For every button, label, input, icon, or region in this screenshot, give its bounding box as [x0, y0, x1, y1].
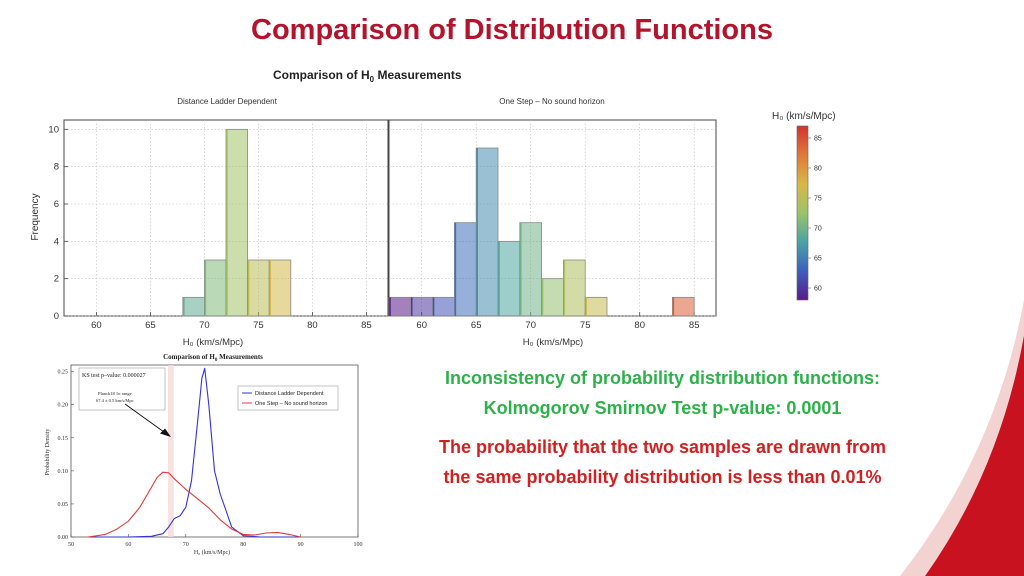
histogram-bar [475, 147, 499, 317]
histogram-bar [410, 296, 433, 317]
y-tick-label: 8 [54, 162, 59, 173]
colorbar-tick-label: 70 [814, 226, 822, 233]
x-tick-label: 85 [689, 320, 700, 331]
histogram-bar [563, 259, 586, 317]
x-tick-label: 70 [525, 320, 536, 331]
histogram-title: Comparison of H0 Measurements [273, 68, 462, 84]
density-figure: Comparison of H0 Measurements Probabilit… [45, 353, 363, 556]
slide-title: Comparison of Distribution Functions [251, 14, 773, 46]
ks-inconsistency-text: Inconsistency of probability distributio… [444, 368, 880, 388]
density-y-tick-label: 0.05 [58, 502, 69, 508]
histogram-panel-left: 60 65 70 75 80 85 0 2 4 6 8 10 [48, 119, 389, 331]
density-title: Comparison of H0 Measurements [163, 353, 263, 363]
colorbar: H₀ (km/s/Mpc) 60 65 70 75 80 85 [772, 111, 836, 301]
probability-text-1: The probability that the two samples are… [438, 437, 887, 457]
colorbar-tick-label: 65 [814, 256, 822, 263]
histogram-y-label: Frequency [30, 193, 41, 240]
x-tick-label: 80 [307, 320, 318, 331]
x-tick-label: 60 [91, 320, 102, 331]
colorbar-tick-label: 80 [814, 166, 822, 173]
density-x-tick-label: 60 [125, 542, 131, 548]
density-y-tick-label: 0.25 [58, 370, 69, 376]
density-x-tick-label: 70 [183, 542, 189, 548]
density-x-tick-label: 90 [298, 542, 304, 548]
x-tick-label: 80 [634, 320, 645, 331]
x-tick-label: 65 [145, 320, 156, 331]
density-curve [88, 471, 301, 538]
x-tick-label: 70 [199, 320, 210, 331]
y-tick-label: 4 [54, 236, 59, 247]
density-legend [237, 385, 339, 411]
histogram-panel-right: 60 65 70 75 80 85 [388, 119, 717, 331]
legend-label: One Step – No sound horizon [255, 401, 327, 407]
y-tick-label: 6 [54, 199, 59, 210]
colorbar-ramp [796, 125, 809, 301]
probability-text-2: the same probability distribution is les… [443, 467, 882, 487]
histogram-bar [672, 296, 695, 317]
x-tick-label: 65 [471, 320, 482, 331]
histogram-bar [453, 222, 477, 317]
y-tick-label: 0 [54, 311, 59, 322]
ks-pvalue-text: Kolmogorov Smirnov Test p-value: 0.0001 [483, 398, 842, 418]
density-y-tick-label: 0.00 [58, 535, 69, 541]
annotation-arrowhead [160, 428, 171, 437]
panel-title-right: One Step – No sound horizon [499, 97, 604, 106]
density-y-tick-label: 0.20 [58, 403, 69, 409]
legend-label: Distance Ladder Dependent [255, 391, 324, 397]
y-tick-label: 10 [48, 124, 59, 135]
histogram-bar [519, 222, 542, 317]
x-tick-label: 75 [580, 320, 591, 331]
density-x-tick-label: 100 [354, 542, 363, 548]
histogram-bar [268, 259, 292, 317]
planck-band [168, 365, 174, 537]
histogram-bar [247, 259, 270, 317]
colorbar-tick-label: 85 [814, 136, 822, 143]
histogram-x-label-right: H₀ (km/s/Mpc) [523, 337, 583, 348]
annotation-arrow-line [124, 403, 165, 433]
density-y-label: Probability Density [45, 429, 51, 476]
panel-title-left: Distance Ladder Dependent [177, 97, 277, 106]
colorbar-label: H₀ (km/s/Mpc) [772, 111, 836, 122]
histogram-bar [225, 128, 249, 317]
planck-annotation-line-2: 67.4 ± 0.5 km/s/Mpc [96, 398, 134, 403]
histogram-bar [584, 296, 608, 317]
density-x-label: H₀ (km/s/Mpc) [194, 549, 230, 556]
colorbar-tick-label: 75 [814, 196, 822, 203]
density-y-tick-label: 0.15 [58, 436, 69, 442]
corner-decoration [925, 335, 1024, 576]
histogram-bar [541, 278, 564, 317]
histogram-bar [432, 296, 455, 317]
planck-annotation-line-1: Planck18 1σ range [98, 391, 132, 396]
density-curve [88, 367, 301, 538]
density-x-tick-label: 50 [68, 542, 74, 548]
density-y-tick-label: 0.10 [58, 469, 69, 475]
histogram-x-label-left: H₀ (km/s/Mpc) [183, 337, 243, 348]
x-tick-label: 75 [253, 320, 264, 331]
histogram-bar [388, 296, 412, 317]
histogram-figure: Comparison of H0 Measurements Distance L… [30, 68, 836, 348]
x-tick-label: 85 [361, 320, 372, 331]
ks-annotation-text: KS test p–value: 0.000027 [82, 373, 146, 379]
y-tick-label: 2 [54, 274, 59, 285]
x-tick-label: 60 [416, 320, 427, 331]
density-x-tick-label: 80 [240, 542, 246, 548]
histogram-bar [203, 259, 227, 317]
ks-annotation-box [78, 367, 166, 411]
colorbar-tick-label: 60 [814, 286, 822, 293]
histogram-bar [497, 240, 521, 317]
histogram-bar [182, 296, 205, 317]
